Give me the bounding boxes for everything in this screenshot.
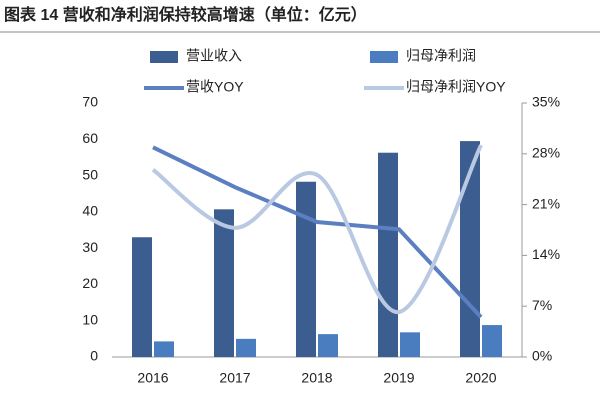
x-tick-label: 2019 — [383, 370, 414, 386]
legend-label: 归母净利润YOY — [406, 79, 506, 95]
bar — [460, 141, 480, 357]
bar — [154, 341, 174, 357]
chart-title: 图表 14 营收和净利润保持较高增速（单位：亿元） — [4, 5, 367, 24]
y-tick-label: 0 — [90, 348, 98, 364]
bar — [214, 209, 234, 357]
x-tick-label: 2016 — [137, 370, 168, 386]
y-tick-label: 10 — [82, 311, 98, 327]
legend-label: 营业收入 — [186, 48, 242, 64]
legend-swatch — [150, 51, 178, 63]
y2-tick-label: 7% — [532, 297, 552, 313]
y-tick-label: 30 — [82, 239, 98, 255]
y-tick-label: 20 — [82, 275, 98, 291]
x-tick-label: 2020 — [465, 370, 496, 386]
bar — [378, 152, 398, 357]
y2-tick-label: 21% — [532, 195, 560, 211]
bar — [318, 334, 338, 357]
y2-tick-label: 0% — [532, 348, 552, 364]
bar — [296, 181, 316, 357]
y2-tick-label: 14% — [532, 246, 560, 262]
legend-label: 营收YOY — [186, 79, 244, 95]
y2-tick-label: 28% — [532, 145, 560, 161]
yoy-line — [151, 144, 483, 314]
bar — [482, 325, 502, 357]
x-tick-label: 2017 — [219, 370, 250, 386]
y-tick-label: 70 — [82, 94, 98, 110]
y2-tick-label: 35% — [532, 94, 560, 110]
legend-label: 归母净利润 — [406, 48, 476, 64]
x-tick-label: 2018 — [301, 370, 332, 386]
y-tick-label: 60 — [82, 130, 98, 146]
bar — [400, 332, 420, 357]
bar — [132, 237, 152, 357]
yoy-line — [152, 145, 483, 319]
y-tick-label: 40 — [82, 203, 98, 219]
bar — [236, 338, 256, 357]
legend-swatch — [370, 51, 398, 63]
y-tick-label: 50 — [82, 166, 98, 182]
